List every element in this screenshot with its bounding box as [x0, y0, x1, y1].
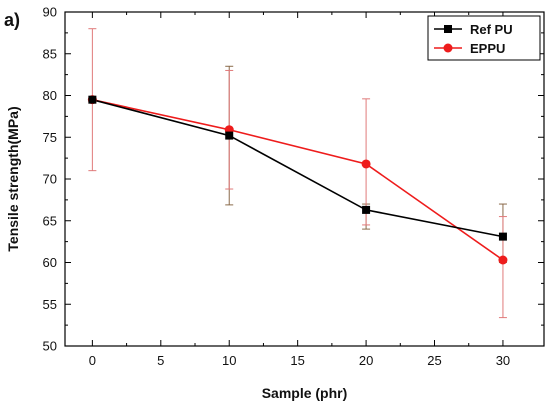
series-line-ref-pu: [92, 98, 504, 238]
legend-marker-circle: [443, 43, 453, 53]
x-tick-label: 5: [157, 353, 164, 368]
y-tick-label: 70: [43, 172, 57, 187]
legend-marker-square: [444, 25, 452, 33]
x-axis-title: Sample (phr): [262, 385, 348, 401]
x-tick-label: 25: [427, 353, 441, 368]
series-lines: [92, 98, 504, 261]
legend-label: Ref PU: [470, 22, 513, 37]
plot-area-frame: [64, 11, 545, 347]
y-tick-label: 80: [43, 88, 57, 103]
panel-label: a): [4, 10, 20, 30]
y-tick-label: 90: [43, 5, 57, 20]
y-tick-label: 60: [43, 255, 57, 270]
legend: Ref PU EPPU: [427, 15, 541, 61]
y-tick-label: 50: [43, 339, 57, 354]
data-point-eppu: [361, 159, 371, 169]
x-tick-labels: 0 5 10 15 20 25 30: [89, 353, 510, 368]
data-point-ref-pu: [88, 95, 97, 104]
series-line-eppu: [92, 98, 504, 261]
x-tick-label: 10: [222, 353, 236, 368]
y-tick-label: 85: [43, 46, 57, 61]
y-tick-label: 65: [43, 213, 57, 228]
x-tick-label: 20: [359, 353, 373, 368]
y-axis-title: Tensile strength(MPa): [5, 106, 21, 251]
data-point-ref-pu: [498, 232, 507, 241]
legend-label: EPPU: [470, 41, 505, 56]
y-tick-label: 75: [43, 130, 57, 145]
x-tick-label: 15: [290, 353, 304, 368]
data-point-ref-pu: [225, 131, 234, 140]
series-markers: [87, 95, 508, 265]
x-tick-label: 0: [89, 353, 96, 368]
legend-box: [427, 15, 541, 61]
axis-ticks: [65, 11, 544, 347]
data-point-eppu: [498, 255, 508, 265]
y-tick-labels: 50 55 60 65 70 75 80 85 90: [43, 5, 57, 354]
data-point-ref-pu: [362, 205, 371, 214]
x-tick-label: 30: [496, 353, 510, 368]
y-tick-label: 55: [43, 297, 57, 312]
